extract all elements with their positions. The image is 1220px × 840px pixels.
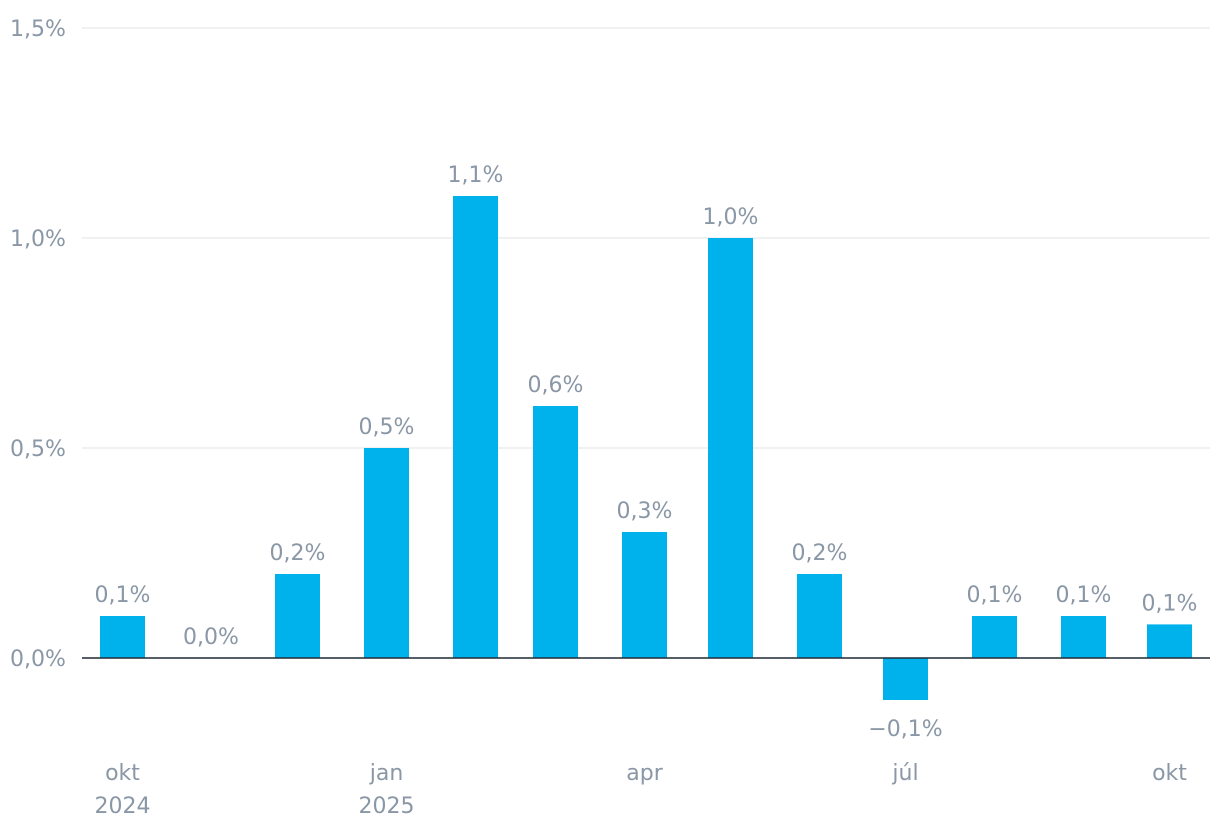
bars [100,196,1192,700]
bar [275,574,320,658]
bar [622,532,667,658]
bar [364,448,409,658]
y-tick-label: 1,0% [10,227,66,252]
data-label: 1,1% [448,163,504,188]
data-label: 0,2% [792,541,848,566]
bar [1147,624,1192,658]
x-tick-label: okt [1152,761,1187,786]
bar [972,616,1017,658]
data-label: 0,3% [617,499,673,524]
y-tick-label: 1,5% [10,17,66,42]
data-label: 0,5% [359,415,415,440]
x-tick-label: 2025 [359,794,415,819]
x-tick-label: jan [369,761,404,786]
x-tick-label: okt [105,761,140,786]
data-label: 0,0% [183,625,239,650]
bar [453,196,498,658]
bar [708,238,753,658]
y-tick-label: 0,5% [10,437,66,462]
data-label: 0,6% [528,373,584,398]
gridlines [82,27,1210,449]
x-tick-label: 2024 [95,794,151,819]
bar [533,406,578,658]
x-axis-tick-labels: okt 2024 jan 2025 apr júl okt [95,761,1188,819]
y-axis-tick-labels: 1,5% 1,0% 0,5% 0,0% [10,17,66,672]
data-label: 0,2% [270,541,326,566]
y-tick-label: 0,0% [10,647,66,672]
bar [797,574,842,658]
x-tick-label: apr [626,761,663,786]
data-label: 0,1% [1056,583,1112,608]
data-label: 0,1% [95,583,151,608]
bar [1061,616,1106,658]
x-tick-label: júl [891,761,918,786]
data-label: 1,0% [703,205,759,230]
data-label: 0,1% [967,583,1023,608]
bar [100,616,145,658]
data-label: 0,1% [1142,591,1198,616]
bar [883,658,928,700]
data-labels: 0,1% 0,0% 0,2% 0,5% 1,1% 0,6% 0,3% 1,0% 0,2% −0,1… [95,163,1198,742]
data-label: −0,1% [868,717,942,742]
